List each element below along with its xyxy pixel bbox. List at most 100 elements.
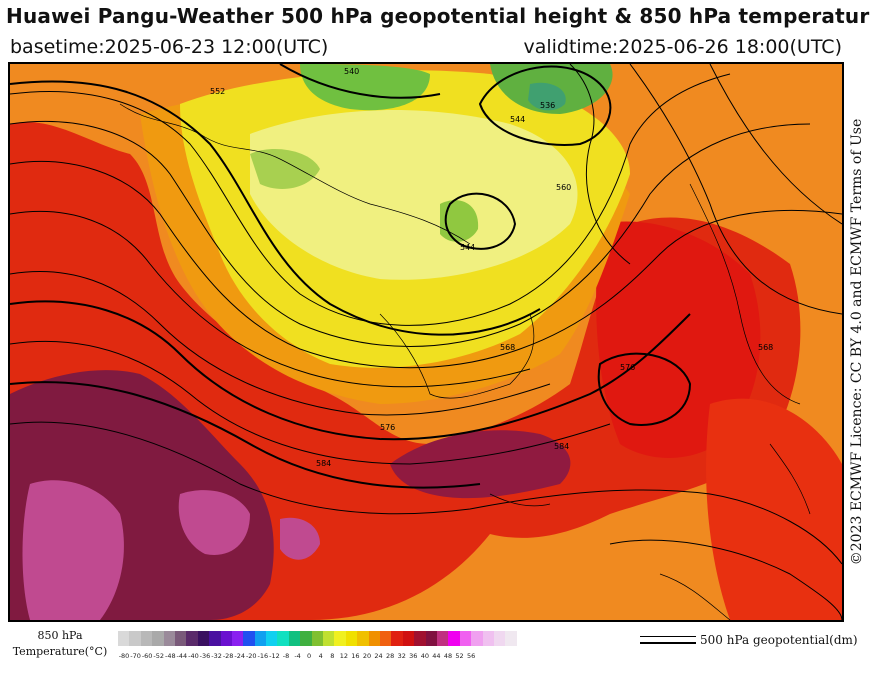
- contour-label: 544: [510, 115, 525, 124]
- temp-field-red-southeast: [706, 398, 842, 620]
- colorbar-tick-label: -52: [153, 652, 165, 660]
- validtime-label: validtime:2025-06-26 18:00(UTC): [523, 36, 842, 58]
- contour-line: [609, 539, 842, 620]
- colorbar-label-line2: Temperature(°C): [12, 645, 108, 658]
- contour-line: [10, 341, 611, 465]
- contour-label: 576: [620, 363, 635, 372]
- colorbar-tick-label: 44: [432, 652, 441, 660]
- colorbar-label-line1: 850 hPa: [37, 629, 83, 642]
- colorbar-swatch: [402, 631, 415, 646]
- colorbar-tick-label: -20: [245, 652, 257, 660]
- temp-field-green-west: [250, 149, 320, 189]
- temp-field-red-east: [596, 221, 761, 458]
- colorbar-tick-label: 32: [397, 652, 406, 660]
- contour-line: [569, 64, 631, 265]
- contour-label: 568: [500, 343, 515, 352]
- colorbar-swatch: [357, 631, 369, 646]
- contour-label: 536: [540, 101, 555, 110]
- colorbar-tick-label: 40: [420, 652, 429, 660]
- colorbar-swatch: [288, 631, 301, 646]
- high-center: [597, 352, 692, 426]
- colorbar-swatch: [118, 631, 130, 646]
- contour-line-bold: [279, 64, 441, 99]
- contour-line-bold: [10, 80, 541, 336]
- contour-legend: 500 hPa geopotential(dm): [640, 633, 870, 653]
- colorbar-tick-label: -40: [188, 652, 199, 660]
- colorbar-tick-label: -28: [222, 652, 234, 660]
- colorbar-tick-label: 56: [466, 652, 476, 660]
- colorbar-tick-label: -80: [118, 652, 130, 660]
- colorbar-swatch: [345, 631, 358, 646]
- contour-line: [10, 210, 531, 388]
- contour-line: [10, 121, 811, 347]
- colorbar-swatch: [231, 631, 244, 646]
- colorbar-label: 850 hPa Temperature(°C): [6, 628, 114, 660]
- colorbar-swatch: [243, 631, 255, 646]
- colorbar-tick-label: -36: [199, 652, 211, 660]
- geopotential-contours: [10, 64, 842, 620]
- colorbar-swatch: [277, 631, 289, 646]
- colorbar-tick-label: 4: [318, 652, 323, 660]
- contour-label: 552: [210, 87, 225, 96]
- contour-label: 540: [344, 67, 359, 76]
- colorbar-tick-label: 24: [374, 652, 383, 660]
- low-center-ne: [478, 65, 612, 146]
- colorbar-swatch: [368, 631, 380, 646]
- contour-label: 568: [758, 343, 773, 352]
- colorbar-swatch: [505, 631, 517, 646]
- colorbar-swatch: [266, 631, 278, 646]
- colorbar-swatch: [493, 631, 506, 646]
- contour-line: [629, 64, 842, 315]
- colorbar-tick-label: -12: [269, 652, 280, 660]
- temp-field-maroon-central: [390, 430, 571, 499]
- colorbar-tick-label: -4: [294, 652, 301, 660]
- coastline: [489, 493, 551, 507]
- colorbar-swatch: [471, 631, 483, 646]
- coastlines: [119, 103, 811, 620]
- colorbar-tick-label: 12: [339, 652, 348, 660]
- colorbar-swatch: [174, 631, 187, 646]
- legend-label: 500 hPa geopotential(dm): [700, 633, 858, 647]
- contour-line: [10, 271, 551, 416]
- coastline: [119, 103, 471, 245]
- colorbar-swatch: [323, 631, 335, 646]
- contour-line-bold: [10, 381, 481, 489]
- contour-line: [10, 161, 842, 369]
- colorbar-swatch: [334, 631, 346, 646]
- contour-label: 576: [380, 423, 395, 432]
- colorbar-tick-label: -24: [234, 652, 246, 660]
- temp-field-pink-center: [178, 490, 250, 555]
- colorbar-tick-label: 48: [443, 652, 453, 660]
- contour-line-bold: [10, 300, 691, 441]
- temp-field-pale-yellow: [250, 110, 578, 280]
- temp-field-green-center: [440, 200, 479, 242]
- weather-map: 540 544 552 536 544 560 584 568 576 584 …: [8, 62, 844, 622]
- legend-line-thin: [640, 636, 696, 637]
- colorbar-swatch: [129, 631, 141, 646]
- colorbar-tick-label: 16: [351, 652, 360, 660]
- colorbar-swatch: [220, 631, 232, 646]
- temp-field-pink-small: [280, 517, 320, 560]
- contour-label: 544: [460, 243, 475, 252]
- colorbar-swatch: [254, 631, 267, 646]
- contour-label: 560: [556, 183, 571, 192]
- contour-line: [10, 421, 842, 565]
- colorbar-swatch: [482, 631, 494, 646]
- temp-field-pink-west: [22, 480, 124, 620]
- colorbar-swatch: [311, 631, 324, 646]
- colorbar-swatch: [197, 631, 210, 646]
- colorbar-swatch: [379, 631, 392, 646]
- colorbar-tick-label: -16: [257, 652, 269, 660]
- colorbar-tick-label: 28: [385, 652, 395, 660]
- colorbar-swatch: [300, 631, 312, 646]
- colorbar-tick-label: 8: [330, 652, 335, 660]
- map-canvas: 540 544 552 536 544 560 584 568 576 584 …: [10, 64, 842, 620]
- contour-labels: 540 544 552 536 544 560 584 568 576 584 …: [210, 67, 773, 468]
- legend-line-bold: [640, 642, 696, 644]
- contour-line: [10, 73, 731, 326]
- chart-title: Huawei Pangu-Weather 500 hPa geopotentia…: [6, 4, 870, 28]
- colorbar-swatch: [209, 631, 221, 646]
- colorbar-tick-label: 0: [307, 652, 312, 660]
- colorbar-swatch: [140, 631, 153, 646]
- colorbar-swatch: [448, 631, 460, 646]
